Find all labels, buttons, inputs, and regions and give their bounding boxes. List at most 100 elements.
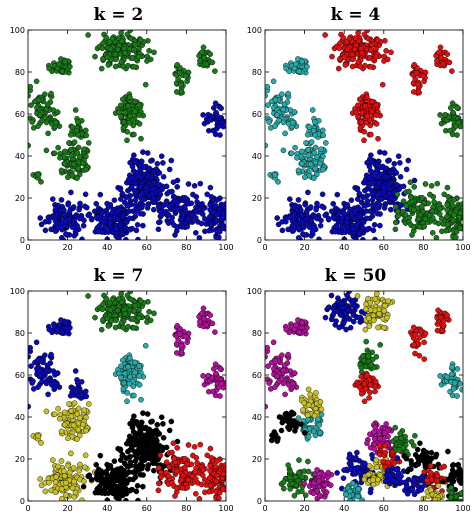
data-point bbox=[444, 374, 450, 380]
data-point bbox=[431, 199, 437, 205]
data-point bbox=[114, 208, 121, 214]
data-point bbox=[62, 148, 68, 155]
data-point bbox=[43, 106, 50, 113]
data-point bbox=[68, 189, 74, 196]
data-point bbox=[207, 312, 213, 319]
data-point bbox=[77, 415, 83, 421]
data-point bbox=[104, 210, 110, 217]
data-point bbox=[225, 386, 226, 388]
data-point bbox=[75, 119, 81, 125]
data-point bbox=[67, 131, 74, 138]
data-point bbox=[150, 467, 157, 474]
data-point bbox=[390, 477, 396, 483]
data-point bbox=[350, 56, 356, 63]
data-point bbox=[53, 474, 59, 480]
data-point bbox=[344, 219, 350, 226]
data-point bbox=[462, 386, 463, 388]
data-point bbox=[67, 63, 73, 70]
data-point bbox=[51, 150, 58, 157]
data-point bbox=[384, 314, 390, 321]
x-tick-label: 80 bbox=[181, 243, 191, 252]
data-point bbox=[85, 293, 91, 299]
cluster-11 bbox=[115, 149, 181, 225]
data-point bbox=[444, 312, 450, 319]
data-point bbox=[100, 301, 106, 308]
data-point bbox=[312, 144, 319, 151]
data-point bbox=[342, 229, 349, 235]
data-point bbox=[81, 146, 87, 152]
cluster-4 bbox=[304, 107, 327, 140]
data-point bbox=[66, 469, 73, 476]
data-point bbox=[118, 291, 124, 297]
data-point bbox=[120, 357, 126, 364]
data-point bbox=[132, 452, 138, 458]
data-point bbox=[196, 235, 203, 240]
data-point bbox=[314, 467, 320, 473]
data-point bbox=[140, 483, 146, 490]
data-point bbox=[299, 160, 305, 167]
data-point bbox=[218, 119, 225, 126]
data-point bbox=[323, 489, 330, 495]
data-point bbox=[155, 487, 162, 494]
data-point bbox=[199, 310, 205, 317]
data-point bbox=[54, 370, 61, 376]
data-point bbox=[290, 213, 296, 219]
data-point bbox=[207, 51, 213, 58]
data-point bbox=[72, 489, 79, 496]
data-point bbox=[178, 81, 184, 88]
cluster-21 bbox=[390, 424, 418, 459]
data-point bbox=[382, 449, 389, 456]
data-point bbox=[114, 477, 121, 483]
data-point bbox=[136, 363, 143, 369]
data-point bbox=[376, 311, 382, 317]
x-tick-label: 60 bbox=[142, 504, 152, 513]
data-point bbox=[354, 293, 361, 299]
data-point bbox=[408, 438, 415, 445]
data-point bbox=[99, 306, 106, 313]
data-point bbox=[279, 227, 286, 234]
data-point bbox=[443, 243, 448, 248]
data-point bbox=[415, 81, 421, 88]
data-point bbox=[117, 447, 124, 454]
data-point bbox=[205, 372, 211, 379]
data-point bbox=[422, 330, 429, 337]
data-point bbox=[341, 210, 347, 217]
data-point bbox=[192, 208, 199, 214]
data-point bbox=[377, 222, 383, 229]
data-point bbox=[80, 222, 87, 229]
data-point bbox=[58, 317, 64, 323]
data-point bbox=[220, 210, 226, 216]
data-point bbox=[371, 441, 378, 448]
data-point bbox=[160, 173, 167, 180]
data-point bbox=[300, 407, 306, 413]
data-point bbox=[339, 224, 346, 230]
data-point bbox=[200, 467, 206, 473]
data-point bbox=[426, 212, 433, 219]
data-point bbox=[129, 424, 136, 431]
data-point bbox=[302, 174, 308, 181]
data-point bbox=[283, 65, 290, 72]
data-point bbox=[312, 132, 318, 138]
data-point bbox=[160, 421, 166, 427]
axes-frame bbox=[27, 290, 227, 502]
data-point bbox=[207, 184, 214, 191]
data-point bbox=[391, 160, 398, 167]
data-point bbox=[287, 196, 293, 202]
y-tick-label: 80 bbox=[15, 329, 25, 338]
data-point bbox=[328, 292, 335, 299]
data-point bbox=[65, 462, 71, 469]
data-point bbox=[42, 227, 49, 234]
data-point bbox=[77, 461, 83, 468]
data-point bbox=[409, 232, 415, 238]
data-point bbox=[411, 342, 417, 348]
data-point bbox=[362, 62, 368, 69]
data-point bbox=[212, 463, 219, 470]
data-point bbox=[122, 50, 128, 56]
data-point bbox=[171, 194, 177, 201]
data-point bbox=[160, 434, 167, 441]
data-point bbox=[79, 236, 85, 240]
data-point bbox=[105, 62, 112, 68]
data-point bbox=[80, 421, 86, 428]
data-point bbox=[462, 125, 463, 127]
cluster-13 bbox=[155, 440, 214, 501]
